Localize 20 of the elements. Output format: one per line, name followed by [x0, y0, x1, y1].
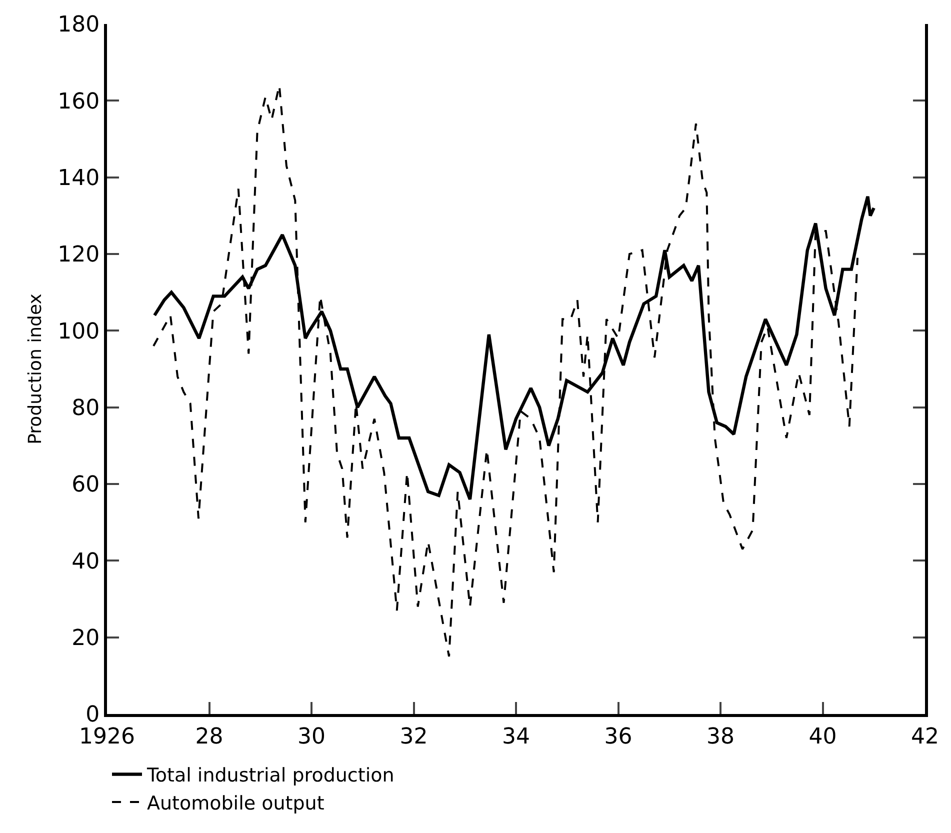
x-tick-label: 32 [400, 724, 428, 750]
x-tick-label: 40 [808, 724, 837, 750]
legend-label: Total industrial production [146, 764, 394, 787]
x-tick-label: 36 [604, 724, 632, 750]
x-tick-label: 38 [706, 724, 734, 750]
y-tick-label: 140 [58, 166, 100, 192]
y-tick-label: 160 [58, 89, 100, 114]
y-axis-title: Production index [24, 293, 46, 444]
x-tick-label: 28 [195, 724, 224, 750]
y-tick-label: 180 [58, 12, 100, 38]
y-tick-label: 80 [72, 396, 100, 422]
y-tick-label: 20 [72, 626, 100, 652]
y-tick-label: 60 [72, 472, 100, 498]
x-tick-label: 42 [911, 724, 939, 750]
y-tick-label: 40 [72, 549, 100, 574]
y-tick-label: 120 [58, 242, 100, 268]
x-tick-label: 30 [298, 724, 326, 750]
legend-label: Automobile output [147, 792, 324, 814]
x-tick-label: 34 [502, 724, 530, 750]
y-tick-label: 100 [58, 319, 100, 344]
